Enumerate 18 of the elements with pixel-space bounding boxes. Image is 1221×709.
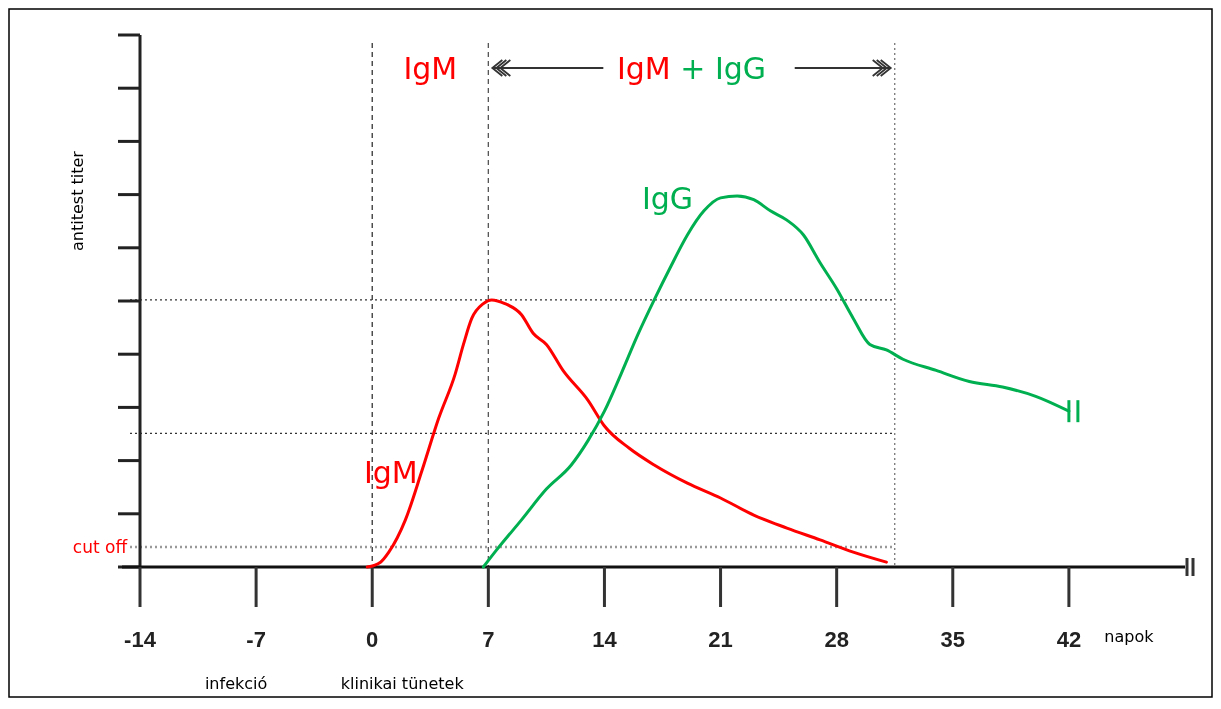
x-tick-label: 7 bbox=[482, 627, 495, 652]
series-label: IgG bbox=[641, 180, 694, 216]
x-tick-label: 14 bbox=[592, 627, 618, 652]
text: IgM bbox=[403, 51, 458, 86]
x-tick-label: 35 bbox=[940, 627, 966, 652]
ref-line-label: cut off bbox=[72, 536, 129, 557]
text: IgM + IgG bbox=[616, 51, 767, 86]
x-tick-label: 42 bbox=[1056, 627, 1082, 652]
text: infekció bbox=[204, 674, 268, 693]
series-label: IgM bbox=[363, 454, 418, 490]
x-tick-label: -14 bbox=[124, 627, 157, 652]
text: klinikai tünetek bbox=[340, 674, 465, 693]
x-axis-title: napok bbox=[1104, 627, 1155, 646]
y-axis-title: antitest titer bbox=[68, 150, 87, 251]
x-tick-label: 0 bbox=[366, 627, 379, 652]
x-tick-label: -7 bbox=[246, 627, 266, 652]
x-tick-label: 21 bbox=[708, 627, 733, 652]
x-tick-label: 28 bbox=[824, 627, 849, 652]
